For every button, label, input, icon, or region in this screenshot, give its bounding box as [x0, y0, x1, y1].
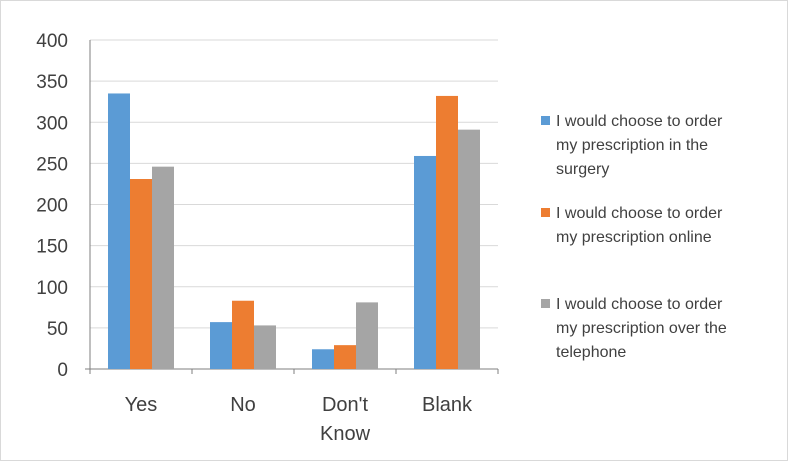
y-tick-label: 250 — [36, 154, 68, 175]
bar — [414, 155, 436, 369]
x-tick-label: Yes — [125, 394, 158, 416]
y-tick-label: 200 — [36, 196, 68, 217]
y-tick-label: 350 — [36, 72, 68, 93]
legend-label-line: I would choose to order — [556, 205, 723, 222]
bar — [232, 300, 254, 369]
bar — [254, 325, 276, 369]
x-tick-label-line: Blank — [422, 394, 473, 416]
legend-label: I would choose to order my prescription o… — [556, 296, 727, 361]
x-tick-label: Blank — [422, 394, 473, 416]
bar — [458, 129, 480, 369]
legend-label-line: my prescription online — [556, 229, 712, 246]
legend-label-line: I would choose to order — [556, 113, 723, 130]
bar — [108, 93, 130, 370]
bar — [152, 166, 174, 369]
legend-swatch — [541, 116, 550, 125]
bar — [210, 322, 232, 369]
y-tick-label: 50 — [47, 319, 68, 340]
legend-label-line: my prescription in the — [556, 137, 708, 154]
legend-label-line: my prescription over the — [556, 320, 727, 337]
legend-label-line: telephone — [556, 344, 626, 361]
x-tick-label: No — [230, 394, 256, 416]
legend-label-line: I would choose to order — [556, 296, 723, 313]
legend-label-line: surgery — [556, 161, 609, 178]
x-tick-label: Don't Know — [320, 394, 371, 445]
x-tick-label-line: Know — [320, 423, 371, 445]
x-tick-label-line: Don't — [322, 394, 369, 416]
legend-swatch — [541, 208, 550, 217]
bar — [334, 345, 356, 369]
legend-label: I would choose to order my prescription o… — [556, 205, 723, 246]
legend-label: I would choose to order my prescription i… — [556, 113, 723, 178]
legend-swatch — [541, 299, 550, 308]
y-tick-label: 100 — [36, 278, 68, 299]
x-tick-label-line: No — [230, 394, 256, 416]
x-tick-label-line: Yes — [125, 394, 158, 416]
y-tick-label: 400 — [36, 31, 68, 52]
y-tick-label: 0 — [57, 360, 68, 381]
bar — [436, 95, 458, 370]
y-tick-label: 300 — [36, 113, 68, 134]
bar — [356, 302, 378, 369]
y-tick-label: 150 — [36, 237, 68, 258]
bar — [130, 179, 152, 369]
bar — [312, 349, 334, 369]
